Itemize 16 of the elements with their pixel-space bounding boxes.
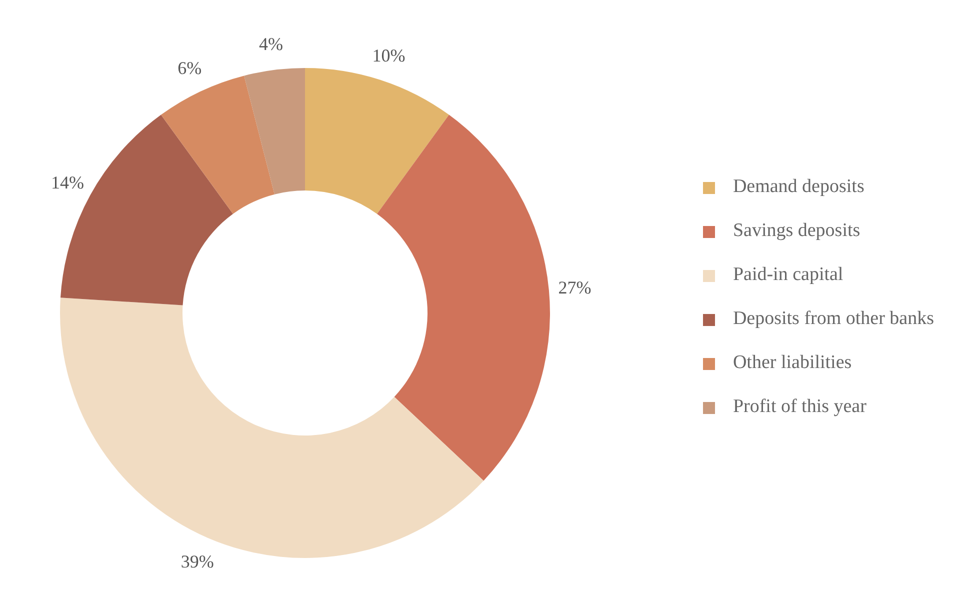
donut-slice <box>160 76 275 214</box>
legend-label: Other liabilities <box>732 352 852 373</box>
legend-label: Paid-in capital <box>732 264 844 285</box>
data-label: 10% <box>372 45 406 66</box>
data-label: 39% <box>180 552 214 572</box>
donut-slice <box>305 68 450 214</box>
legend-label: Deposits from other banks <box>732 308 934 329</box>
donut-slice <box>244 68 305 194</box>
data-label: 4% <box>259 34 284 54</box>
data-label: 27% <box>558 277 592 298</box>
donut-slice <box>377 114 550 481</box>
legend-label: Profit of this year <box>732 396 866 417</box>
legend-label: Demand deposits <box>732 176 864 197</box>
data-label: 6% <box>178 58 202 78</box>
data-label: 14% <box>51 172 84 192</box>
legend-label: Savings deposits <box>732 220 860 241</box>
